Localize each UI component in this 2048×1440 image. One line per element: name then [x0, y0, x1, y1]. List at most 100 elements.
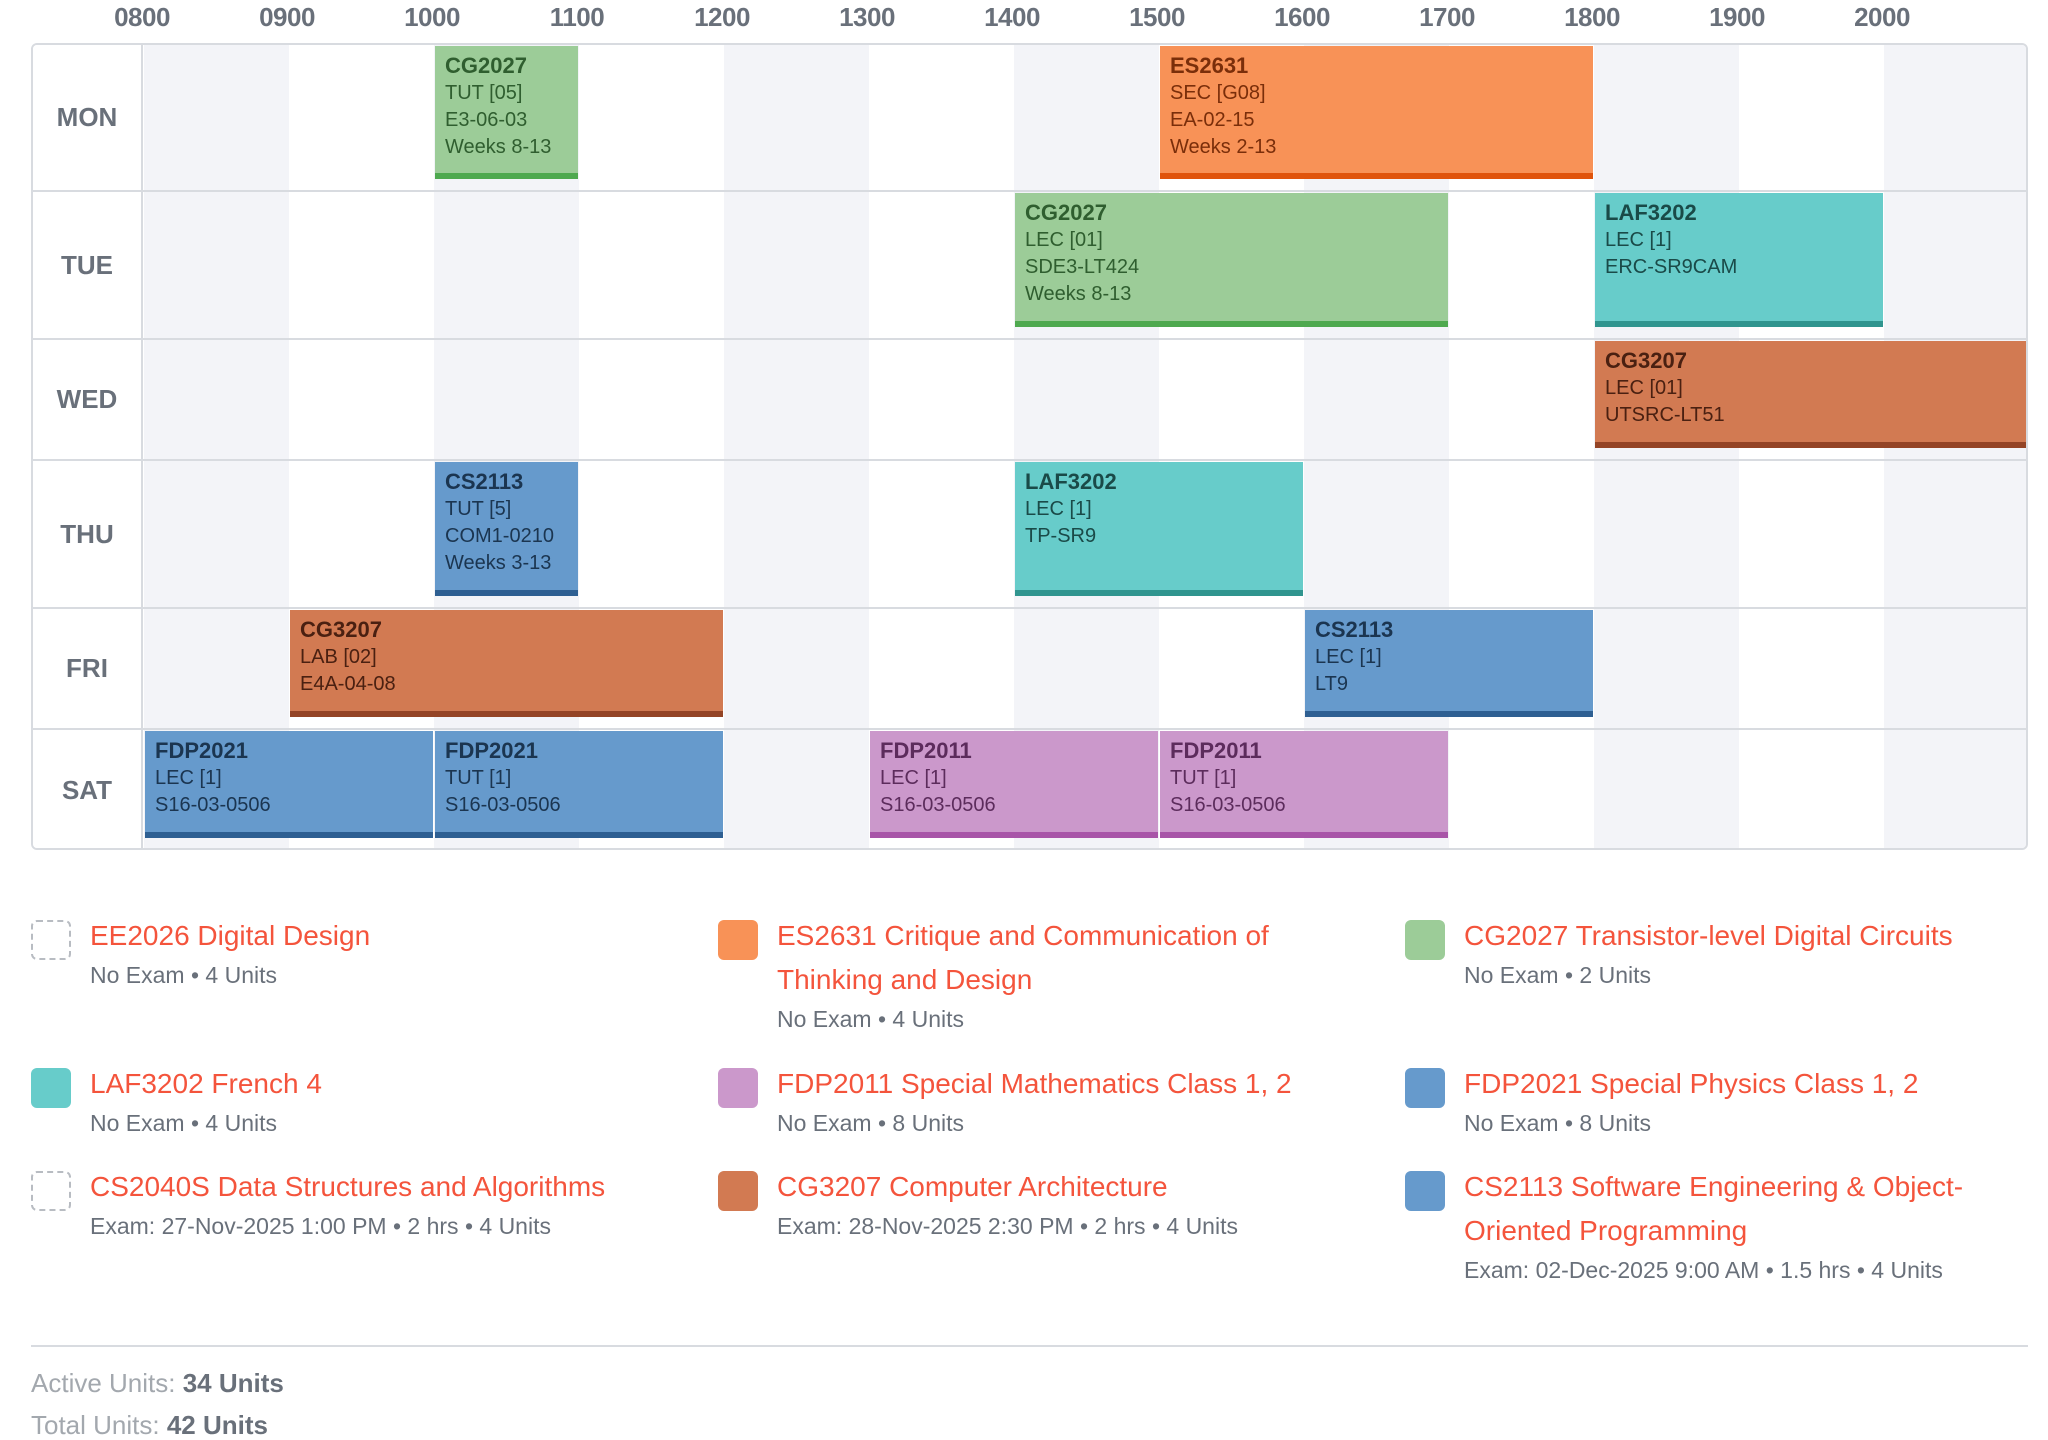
- hour-cell[interactable]: [1304, 340, 1449, 459]
- hour-cell[interactable]: [1594, 609, 1739, 728]
- hour-cell[interactable]: [724, 340, 869, 459]
- hour-cell[interactable]: [579, 192, 724, 338]
- lesson-color-bar: [1015, 321, 1448, 327]
- lesson-block-cs2113[interactable]: CS2113 TUT [5] COM1-0210 Weeks 3-13: [435, 462, 578, 596]
- module-link[interactable]: FDP2011 Special Mathematics Class 1, 2: [777, 1068, 1292, 1099]
- color-swatch[interactable]: [1405, 1068, 1445, 1108]
- hour-cell[interactable]: [1884, 609, 2026, 728]
- hour-cell[interactable]: [724, 730, 869, 848]
- lesson-block-cs2113[interactable]: CS2113 LEC [1] LT9: [1305, 610, 1593, 717]
- module-link[interactable]: ES2631 Critique and Communication of Thi…: [777, 920, 1269, 995]
- hour-cell[interactable]: [869, 340, 1014, 459]
- lesson-type: LEC [1]: [1605, 229, 1672, 251]
- hour-cell[interactable]: [144, 192, 289, 338]
- hour-cell[interactable]: [869, 192, 1014, 338]
- lesson-block-es2631[interactable]: ES2631 SEC [G08] EA-02-15 Weeks 2-13: [1160, 46, 1593, 179]
- module-link[interactable]: FDP2021 Special Physics Class 1, 2: [1464, 1068, 1919, 1099]
- hour-cell[interactable]: [724, 192, 869, 338]
- hour-cell[interactable]: [579, 45, 724, 190]
- lesson-block-laf3202[interactable]: LAF3202 LEC [1] ERC-SR9CAM: [1595, 193, 1883, 327]
- hour-cell[interactable]: [144, 45, 289, 190]
- hour-cell[interactable]: [1449, 730, 1594, 848]
- color-swatch[interactable]: [31, 1068, 71, 1108]
- module-link[interactable]: CG2027 Transistor-level Digital Circuits: [1464, 920, 1953, 951]
- lesson-block-fdp2011[interactable]: FDP2011 TUT [1] S16-03-0506: [1160, 731, 1448, 838]
- color-swatch[interactable]: [718, 920, 758, 960]
- color-swatch[interactable]: [31, 920, 71, 960]
- hour-cell[interactable]: [144, 461, 289, 607]
- hour-cell[interactable]: [1739, 609, 1884, 728]
- hour-cell[interactable]: [1159, 609, 1304, 728]
- hour-cell[interactable]: [1594, 45, 1739, 190]
- day-row-sat: SAT FDP2021 LEC [1] S16-03-0506 FDP2021 TUT […: [33, 730, 2026, 848]
- lesson-color-bar: [290, 711, 723, 717]
- hour-cell[interactable]: [724, 45, 869, 190]
- lesson-block-cg2027[interactable]: CG2027 LEC [01] SDE3-LT424 Weeks 8-13: [1015, 193, 1448, 327]
- hour-cell[interactable]: [1449, 340, 1594, 459]
- lesson-block-fdp2011[interactable]: FDP2011 LEC [1] S16-03-0506: [870, 731, 1158, 838]
- hour-cell[interactable]: [289, 340, 434, 459]
- hour-cell[interactable]: [289, 45, 434, 190]
- hour-cell[interactable]: [1884, 45, 2026, 190]
- hour-cell[interactable]: [1739, 730, 1884, 848]
- lesson-block-fdp2021[interactable]: FDP2021 TUT [1] S16-03-0506: [435, 731, 723, 838]
- lesson-block-cg3207[interactable]: CG3207 LAB [02] E4A-04-08: [290, 610, 723, 717]
- color-swatch[interactable]: [1405, 920, 1445, 960]
- module-link[interactable]: LAF3202 French 4: [90, 1068, 322, 1099]
- hour-cell[interactable]: [1014, 340, 1159, 459]
- hour-cell[interactable]: [1449, 192, 1594, 338]
- lesson-code: CG2027: [1025, 200, 1107, 225]
- hour-cell[interactable]: [1884, 192, 2026, 338]
- hour-cell[interactable]: [1594, 730, 1739, 848]
- module-link[interactable]: EE2026 Digital Design: [90, 920, 371, 951]
- hour-cell[interactable]: [724, 461, 869, 607]
- lesson-block-laf3202[interactable]: LAF3202 LEC [1] TP-SR9: [1015, 462, 1303, 596]
- hour-cell[interactable]: [289, 461, 434, 607]
- legend-item-cs2113: CS2113 Software Engineering & Object-Ori…: [1405, 1165, 2045, 1287]
- lesson-color-bar: [1595, 321, 1883, 327]
- color-swatch[interactable]: [1405, 1171, 1445, 1211]
- module-link[interactable]: CS2040S Data Structures and Algorithms: [90, 1171, 606, 1202]
- lesson-block-cg2027[interactable]: CG2027 TUT [05] E3-06-03 Weeks 8-13: [435, 46, 578, 179]
- hour-cell[interactable]: [434, 340, 579, 459]
- hour-cell[interactable]: [1739, 461, 1884, 607]
- lesson-venue: COM1-0210: [445, 525, 554, 547]
- hour-cell[interactable]: [869, 45, 1014, 190]
- lesson-code: LAF3202: [1025, 469, 1117, 494]
- hour-cell[interactable]: [1014, 45, 1159, 190]
- hour-cell[interactable]: [1304, 461, 1449, 607]
- module-exam-info: No Exam • 4 Units: [90, 962, 277, 988]
- hour-cell[interactable]: [1449, 461, 1594, 607]
- hour-cell[interactable]: [1594, 461, 1739, 607]
- time-label-2000: 2000: [1854, 2, 1910, 32]
- hour-cell[interactable]: [579, 340, 724, 459]
- hour-cell[interactable]: [1884, 730, 2026, 848]
- lesson-type: TUT [5]: [445, 498, 512, 520]
- hour-cell[interactable]: [144, 340, 289, 459]
- lesson-type: TUT [1]: [445, 767, 512, 789]
- hour-cell[interactable]: [869, 461, 1014, 607]
- lesson-code: FDP2021: [155, 738, 248, 763]
- hour-cell[interactable]: [1014, 609, 1159, 728]
- module-link[interactable]: CG3207 Computer Architecture: [777, 1171, 1168, 1202]
- color-swatch[interactable]: [718, 1068, 758, 1108]
- hour-cell[interactable]: [1739, 45, 1884, 190]
- hour-cell[interactable]: [144, 609, 289, 728]
- time-header: 0800 0900 1000 1100 1200 1300 1400 1500 1600 1700…: [114, 2, 2028, 42]
- hour-cell[interactable]: [869, 609, 1014, 728]
- lesson-color-bar: [145, 832, 433, 838]
- module-link[interactable]: CS2113 Software Engineering & Object-Ori…: [1464, 1171, 1964, 1246]
- color-swatch[interactable]: [718, 1171, 758, 1211]
- hour-cell[interactable]: [724, 609, 869, 728]
- hour-cell[interactable]: [434, 192, 579, 338]
- lesson-block-fdp2021[interactable]: FDP2021 LEC [1] S16-03-0506: [145, 731, 433, 838]
- hour-cell[interactable]: [1159, 340, 1304, 459]
- lesson-type: TUT [05]: [445, 82, 523, 104]
- hour-cell[interactable]: [579, 461, 724, 607]
- hour-cell[interactable]: [1884, 461, 2026, 607]
- lesson-block-cg3207[interactable]: CG3207 LEC [01] UTSRC-LT51: [1595, 341, 2026, 448]
- time-label-1100: 1100: [549, 2, 605, 32]
- color-swatch[interactable]: [31, 1171, 71, 1211]
- active-units-label: Active Units:: [31, 1368, 183, 1398]
- hour-cell[interactable]: [289, 192, 434, 338]
